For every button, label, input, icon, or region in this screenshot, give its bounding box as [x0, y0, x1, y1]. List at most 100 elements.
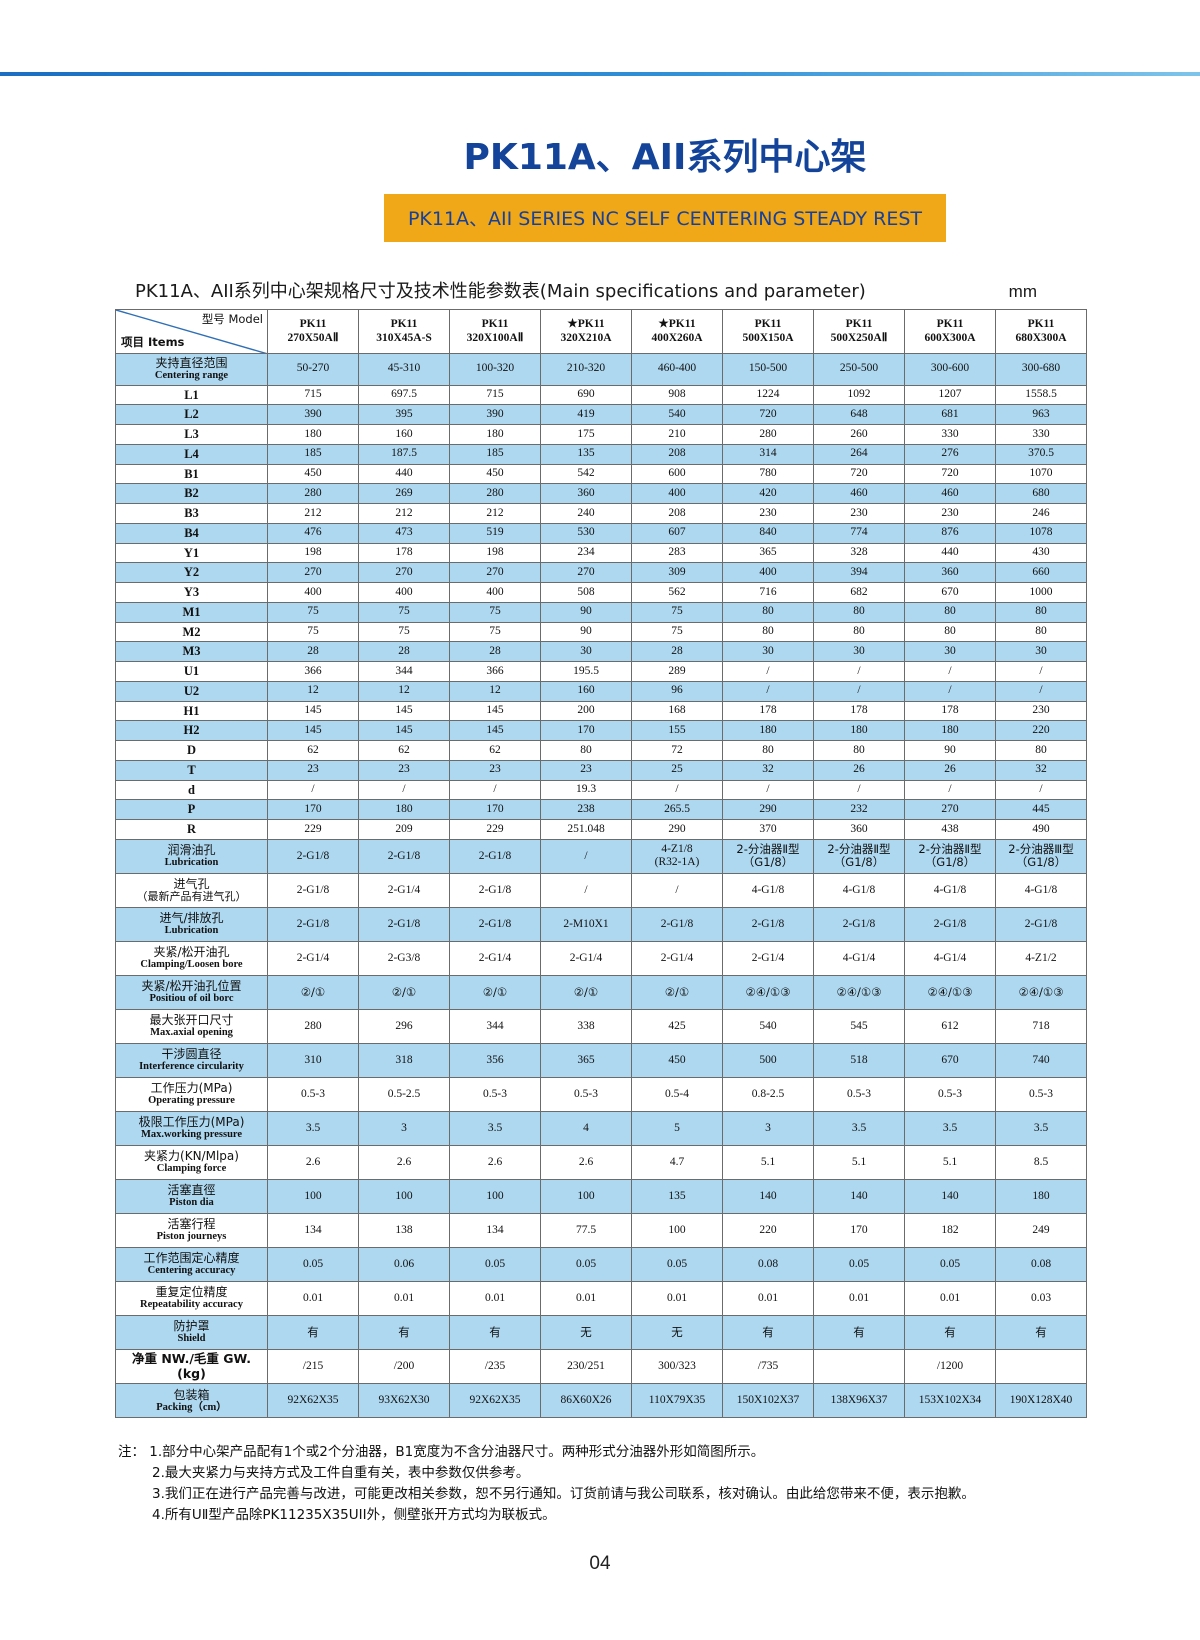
row-label: B3	[115, 503, 268, 524]
table-cell: 3.5	[995, 1110, 1087, 1146]
table-cell: 438	[904, 819, 996, 840]
table-cell: /	[995, 779, 1087, 801]
table-cell: 2-G1/8	[358, 838, 450, 874]
row-label-note: （最新产品有进气孔）	[136, 889, 247, 903]
table-cell: /	[904, 680, 996, 702]
table-cell: 690	[540, 384, 632, 406]
row-label-cn: 活塞直徑	[167, 1183, 216, 1198]
row-label: Y2	[115, 562, 268, 584]
model-line-1: ★PK11	[658, 317, 696, 330]
table-row: M1 75 75 75 90 75 80 80 80 80	[115, 601, 1087, 623]
table-cell: 234	[540, 542, 632, 564]
table-cell: 175	[540, 424, 632, 445]
table-cell: 963	[995, 404, 1087, 426]
table-row: U1 366 344 366 195.5 289// / /	[115, 661, 1087, 682]
table-cell: 4-G1/8	[813, 872, 905, 908]
table-cell: 518	[813, 1042, 905, 1078]
model-column-header: PK11 680X300A	[995, 309, 1087, 354]
row-label: L4	[115, 443, 268, 465]
row-label: 活塞行程 Piston journeys	[115, 1212, 268, 1248]
row-label-cn: 夹紧/松开油孔	[153, 945, 230, 960]
table-corner-header: 型号 Model 项目 Items	[115, 309, 268, 354]
table-cell: /	[722, 680, 814, 702]
table-row: B3 212 212 212 240 208 230 230 230 246	[115, 503, 1087, 524]
table-cell: 2.6	[540, 1144, 632, 1180]
table-cell: 600	[631, 463, 723, 485]
table-cell: /	[449, 779, 541, 801]
table-row: H1 145 145 145 200 168 178 178 178 230	[115, 700, 1087, 722]
table-cell: 有	[722, 1314, 814, 1350]
table-cell: ②/①	[449, 974, 541, 1010]
table-cell: 96	[631, 680, 723, 702]
table-cell: 400	[722, 562, 814, 584]
table-cell: 80	[995, 601, 1087, 623]
row-label-en: Packing（cm）	[156, 1401, 227, 1413]
row-label-en: Clamping/Loosen bore	[140, 959, 243, 971]
table-cell: 200	[540, 700, 632, 722]
table-cell: 232	[813, 799, 905, 821]
table-cell: /	[995, 680, 1087, 702]
table-cell: 75	[358, 601, 450, 623]
table-cell: /	[722, 661, 814, 682]
table-cell: 138	[358, 1212, 450, 1248]
table-cell: /	[631, 779, 723, 801]
table-cell: 30	[540, 641, 632, 663]
table-cell: 0.5-3	[995, 1076, 1087, 1112]
table-cell: 有	[358, 1314, 450, 1350]
table-cell: 370	[722, 819, 814, 840]
table-cell: 2.6	[267, 1144, 359, 1180]
table-cell: 314	[722, 443, 814, 465]
table-cell: /	[904, 661, 996, 682]
model-line-1: PK11	[845, 317, 873, 330]
table-cell: 32	[995, 759, 1087, 781]
table-cell: 138X96X37	[813, 1383, 905, 1419]
table-cell: 390	[449, 404, 541, 426]
table-cell: 440	[358, 463, 450, 485]
table-cell: 145	[267, 720, 359, 742]
footnote-item: 2.最大夹紧力与夹持方式及工件自重有关，表中参数仅供参考。	[152, 1464, 530, 1481]
title-block: PK11A、AII系列中心架 PK11A、AII SERIES NC SELF …	[0, 128, 1200, 242]
table-cell: 338	[540, 1008, 632, 1044]
table-cell: 330	[904, 424, 996, 445]
table-cell: 0.08	[995, 1246, 1087, 1282]
model-line-1: PK11	[481, 317, 509, 330]
page-number: 04	[589, 1553, 611, 1574]
spec-caption-text: PK11A、AII系列中心架规格尺寸及技术性能参数表(Main specific…	[135, 281, 866, 302]
table-cell: 240	[540, 503, 632, 524]
row-label: 润滑油孔 Lubrication	[115, 838, 268, 874]
table-cell: 3.5	[449, 1110, 541, 1146]
model-line-2: 320X100AⅡ	[466, 331, 524, 344]
table-cell: 400	[631, 483, 723, 505]
table-cell: 100	[631, 1212, 723, 1248]
table-cell: 135	[631, 1178, 723, 1214]
table-cell: 246	[995, 503, 1087, 524]
table-cell: 229	[449, 819, 541, 840]
table-row: M3 28 28 28 30 28 30 30 30 30	[115, 641, 1087, 663]
table-row: 工作范围定心精度 Centering accuracy 0.05 0.06 0.05 0.…	[115, 1246, 1087, 1282]
table-cell: 28	[631, 641, 723, 663]
table-cell: 280	[267, 1008, 359, 1044]
model-line-2: 500X250AⅡ	[830, 331, 888, 344]
table-cell: 230/251	[540, 1348, 632, 1385]
table-cell: 0.8-2.5	[722, 1076, 814, 1112]
table-cell: 220	[995, 720, 1087, 742]
table-cell: ②④/①③	[813, 974, 905, 1010]
table-cell: 230	[813, 503, 905, 524]
table-cell: 100-320	[449, 353, 541, 386]
table-cell: ②④/①③	[995, 974, 1087, 1010]
table-cell: 212	[267, 503, 359, 524]
row-label-en: Centering accuracy	[147, 1265, 236, 1277]
row-label-en: L3	[184, 427, 199, 442]
table-cell: 450	[449, 463, 541, 485]
table-cell: 508	[540, 582, 632, 603]
table-cell: 1000	[995, 582, 1087, 603]
cell-line: （G1/8）	[833, 855, 885, 870]
table-cell: 无	[631, 1314, 723, 1350]
table-cell: 212	[358, 503, 450, 524]
row-label-cn: 干涉圆直径	[161, 1047, 222, 1062]
row-label: 重复定位精度 Repeatability accuracy	[115, 1280, 268, 1316]
footnote-text: 1.部分中心架产品配有1个或2个分油器，B1宽度为不含分油器尺寸。两种形式分油器…	[145, 1444, 765, 1460]
table-cell: 210-320	[540, 353, 632, 386]
table-cell: 80	[904, 601, 996, 623]
table-cell: 230	[722, 503, 814, 524]
